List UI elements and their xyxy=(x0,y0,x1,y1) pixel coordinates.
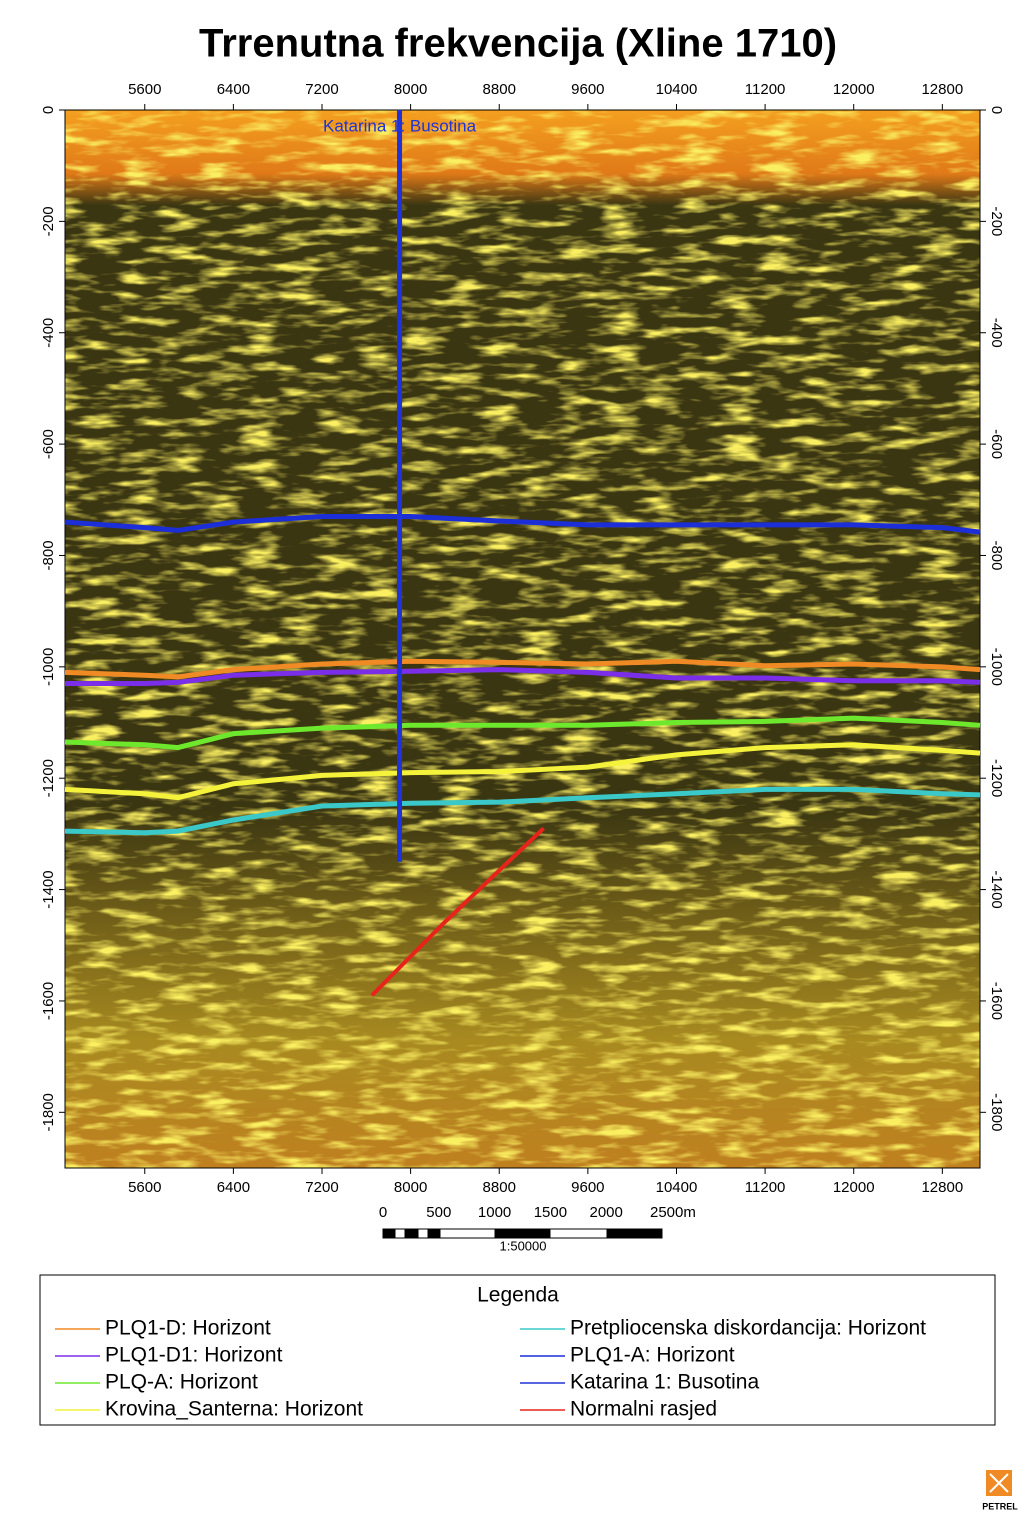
y-tick-label: -1400 xyxy=(40,870,57,908)
x-tick-label: 12800 xyxy=(921,81,963,98)
y-tick-label: -1800 xyxy=(988,1093,1005,1131)
x-tick-label: 8800 xyxy=(483,81,516,98)
scale-label: 500 xyxy=(426,1204,451,1221)
x-tick-label: 7200 xyxy=(305,81,338,98)
scale-label: 1000 xyxy=(478,1204,511,1221)
y-tick-label: -1000 xyxy=(40,648,57,686)
y-tick-label: -600 xyxy=(988,429,1005,459)
y-tick-label: -600 xyxy=(40,429,57,459)
x-tick-label: 8800 xyxy=(483,1179,516,1196)
scale-label: 2500m xyxy=(650,1204,696,1221)
legend-label: Krovina_Santerna: Horizont xyxy=(105,1398,363,1421)
y-tick-label: -1800 xyxy=(40,1093,57,1131)
scale-segment xyxy=(549,1228,608,1239)
y-tick-label: -800 xyxy=(40,540,57,570)
y-tick-label: -400 xyxy=(988,318,1005,348)
well-label: Katarina 1: Busotina xyxy=(323,116,477,135)
scale-segment xyxy=(417,1228,429,1239)
legend-label: PLQ1-D: Horizont xyxy=(105,1317,271,1340)
x-tick-label: 11200 xyxy=(745,81,786,98)
scale-label: 2000 xyxy=(590,1204,623,1221)
legend-title: Legenda xyxy=(477,1284,559,1307)
scale-segment xyxy=(382,1228,396,1239)
y-tick-label: -200 xyxy=(40,206,57,236)
horizon-line xyxy=(65,667,981,687)
scale-segment xyxy=(394,1228,406,1239)
legend-label: Pretpliocenska diskordancija: Horizont xyxy=(570,1317,926,1340)
scale-segment xyxy=(439,1228,496,1239)
y-tick-label: -200 xyxy=(988,206,1005,236)
horizon-line xyxy=(64,513,981,535)
x-tick-label: 6400 xyxy=(217,1179,250,1196)
x-tick-label: 9600 xyxy=(571,81,604,98)
x-tick-label: 8000 xyxy=(394,81,427,98)
x-tick-label: 5600 xyxy=(128,81,161,98)
y-tick-label: -400 xyxy=(40,318,57,348)
y-tick-label: -1200 xyxy=(988,759,1005,797)
legend-label: PLQ1-A: Horizont xyxy=(570,1344,735,1367)
scale-label: 1500 xyxy=(534,1204,567,1221)
x-tick-label: 6400 xyxy=(217,81,250,98)
x-tick-label: 12000 xyxy=(833,1179,875,1196)
y-tick-label: -800 xyxy=(988,540,1005,570)
legend-box xyxy=(39,1274,996,1426)
y-tick-label: 0 xyxy=(988,106,1005,114)
scale-segment xyxy=(494,1228,551,1239)
y-tick-label: 0 xyxy=(40,106,57,114)
horizon-line xyxy=(64,786,981,836)
x-tick-label: 12000 xyxy=(833,81,875,98)
horizon-line xyxy=(64,742,981,801)
logo-mark xyxy=(989,1473,1009,1493)
horizon-line xyxy=(64,658,981,680)
y-tick-label: -1600 xyxy=(988,982,1005,1020)
x-tick-label: 11200 xyxy=(745,1179,786,1196)
logo-text: PETREL xyxy=(982,1501,1018,1511)
scale-segment xyxy=(427,1228,441,1239)
seismic-texture xyxy=(65,110,980,1168)
y-tick-label: -1000 xyxy=(988,648,1005,686)
y-tick-label: -1400 xyxy=(988,870,1005,908)
plot-frame xyxy=(64,109,981,1169)
legend-label: PLQ-A: Horizont xyxy=(105,1371,258,1394)
horizon-line xyxy=(64,715,981,751)
x-tick-label: 12800 xyxy=(921,1179,963,1196)
x-tick-label: 10400 xyxy=(656,1179,698,1196)
legend-label: Normalni rasjed xyxy=(570,1398,717,1421)
x-tick-label: 7200 xyxy=(305,1179,338,1196)
x-tick-label: 5600 xyxy=(128,1179,161,1196)
fault-line xyxy=(370,826,545,997)
scale-label: 0 xyxy=(379,1204,387,1221)
y-tick-label: -1600 xyxy=(40,982,57,1020)
x-tick-label: 9600 xyxy=(571,1179,604,1196)
legend-label: PLQ1-D1: Horizont xyxy=(105,1344,283,1367)
x-tick-label: 10400 xyxy=(656,81,698,98)
scale-segment xyxy=(404,1228,419,1239)
scale-segment xyxy=(606,1228,663,1239)
y-tick-label: -1200 xyxy=(40,759,57,797)
chart-title: Trrenutna frekvencija (Xline 1710) xyxy=(199,22,837,66)
x-tick-label: 8000 xyxy=(394,1179,427,1196)
legend-label: Katarina 1: Busotina xyxy=(570,1371,759,1394)
scale-ratio: 1:50000 xyxy=(500,1238,547,1253)
